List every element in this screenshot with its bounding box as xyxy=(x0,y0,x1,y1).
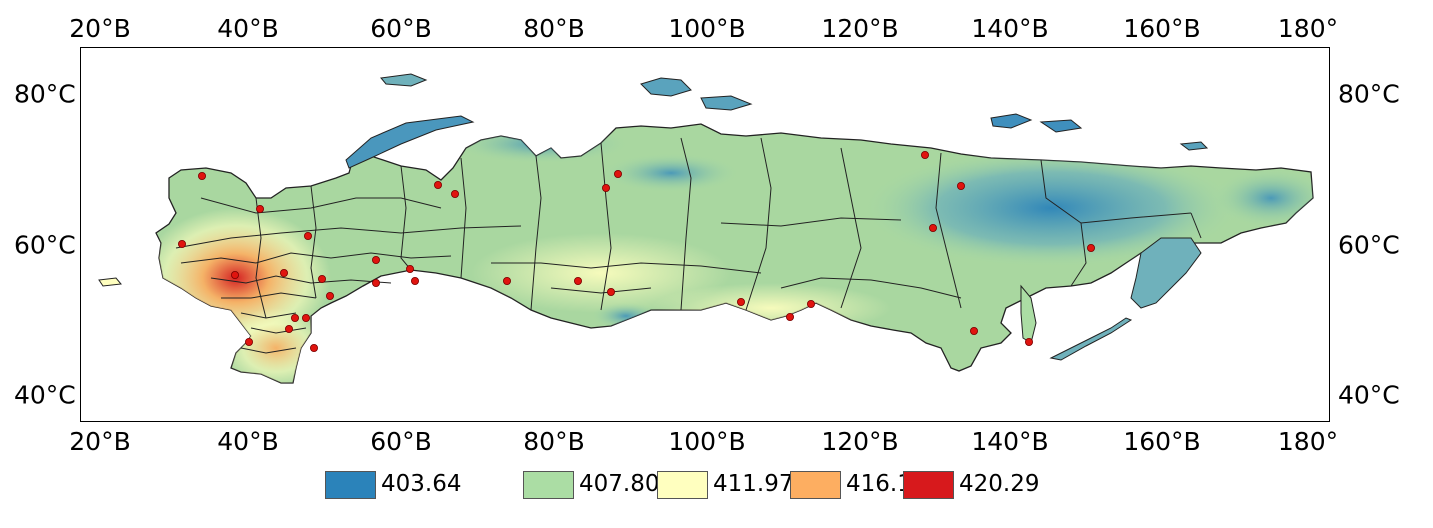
station-marker xyxy=(284,324,293,333)
station-marker xyxy=(614,170,623,179)
lat-tick-right-1: 60°С xyxy=(1338,230,1400,260)
lon-tick-top-7: 160°В xyxy=(1123,14,1201,43)
station-marker xyxy=(433,180,442,189)
lon-tick-bottom-1: 40°В xyxy=(217,427,279,456)
station-marker xyxy=(1087,243,1096,252)
legend-swatch-1 xyxy=(523,471,574,499)
lon-tick-bottom-8: 180° xyxy=(1277,427,1339,456)
station-marker xyxy=(198,172,207,181)
islands xyxy=(98,73,1209,361)
island-franz-josef xyxy=(380,73,428,87)
map-frame xyxy=(80,47,1330,422)
lon-tick-bottom-2: 60°В xyxy=(370,427,432,456)
station-marker xyxy=(279,268,288,277)
station-marker xyxy=(371,278,380,287)
legend-label-1: 407.80 xyxy=(579,471,660,497)
lat-tick-right-0: 80°С xyxy=(1338,79,1400,109)
station-marker xyxy=(921,151,930,160)
region-boundaries xyxy=(175,137,1202,354)
station-marker xyxy=(255,204,264,213)
island-new-siberian-2 xyxy=(1039,119,1083,133)
kamchatka xyxy=(1130,237,1202,309)
station-marker xyxy=(178,239,187,248)
station-marker xyxy=(450,189,459,198)
lon-tick-top-5: 120°В xyxy=(821,14,899,43)
lon-tick-bottom-7: 160°В xyxy=(1123,427,1201,456)
lon-tick-top-0: 20°В xyxy=(69,14,131,43)
station-marker xyxy=(371,255,380,264)
island-wrangel xyxy=(1179,141,1209,151)
lat-tick-left-0: 80°С xyxy=(14,79,76,109)
lat-tick-left-2: 40°С xyxy=(14,380,76,410)
field-cool-east xyxy=(861,148,1241,268)
field-cool-north-central xyxy=(601,153,741,193)
lon-tick-bottom-6: 140°В xyxy=(971,427,1049,456)
station-marker xyxy=(303,231,312,240)
station-marker xyxy=(957,181,966,190)
legend-swatch-0 xyxy=(325,471,376,499)
station-marker xyxy=(301,313,310,322)
station-marker xyxy=(410,276,419,285)
station-marker xyxy=(325,291,334,300)
station-marker xyxy=(290,313,299,322)
station-marker xyxy=(807,299,816,308)
station-marker xyxy=(573,276,582,285)
island-kaliningrad xyxy=(98,277,122,287)
island-taymyr-north xyxy=(700,95,753,111)
station-marker xyxy=(602,183,611,192)
station-marker xyxy=(607,287,616,296)
field-yellow-south-central xyxy=(651,283,891,333)
station-marker xyxy=(317,274,326,283)
station-marker xyxy=(1025,337,1034,346)
kuril-chain xyxy=(1049,317,1133,361)
lon-tick-top-2: 60°В xyxy=(370,14,432,43)
lon-tick-bottom-4: 100°В xyxy=(668,427,746,456)
station-marker xyxy=(929,223,938,232)
field-cool-far-east xyxy=(1211,168,1313,228)
station-marker xyxy=(405,264,414,273)
legend-swatch-3 xyxy=(790,471,841,499)
station-marker xyxy=(244,337,253,346)
lon-tick-top-8: 180° xyxy=(1277,14,1339,43)
lon-tick-top-6: 140°В xyxy=(971,14,1049,43)
station-marker xyxy=(737,297,746,306)
lon-tick-bottom-0: 20°В xyxy=(69,427,131,456)
lon-tick-top-4: 100°В xyxy=(668,14,746,43)
lon-tick-top-1: 40°В xyxy=(217,14,279,43)
legend-label-4: 420.29 xyxy=(959,471,1040,497)
field-cool-arctic xyxy=(451,124,631,164)
station-marker xyxy=(970,326,979,335)
lon-tick-bottom-3: 80°В xyxy=(523,427,585,456)
station-marker xyxy=(230,270,239,279)
legend-swatch-2 xyxy=(657,471,708,499)
island-new-siberian xyxy=(990,113,1033,129)
lon-tick-bottom-5: 120°В xyxy=(821,427,899,456)
station-marker xyxy=(309,343,318,352)
station-markers xyxy=(178,151,1096,352)
lon-tick-top-3: 80°В xyxy=(523,14,585,43)
island-novaya-zemlya xyxy=(345,115,475,169)
station-marker xyxy=(502,276,511,285)
lat-tick-right-2: 40°С xyxy=(1338,380,1400,410)
station-marker xyxy=(786,312,795,321)
legend-label-0: 403.64 xyxy=(381,471,462,497)
map-canvas xyxy=(98,73,1314,384)
legend-swatch-4 xyxy=(903,471,954,499)
legend-label-2: 411.97 xyxy=(713,471,794,497)
lat-tick-left-1: 60°С xyxy=(14,230,76,260)
island-severnaya-zemlya xyxy=(640,77,692,97)
